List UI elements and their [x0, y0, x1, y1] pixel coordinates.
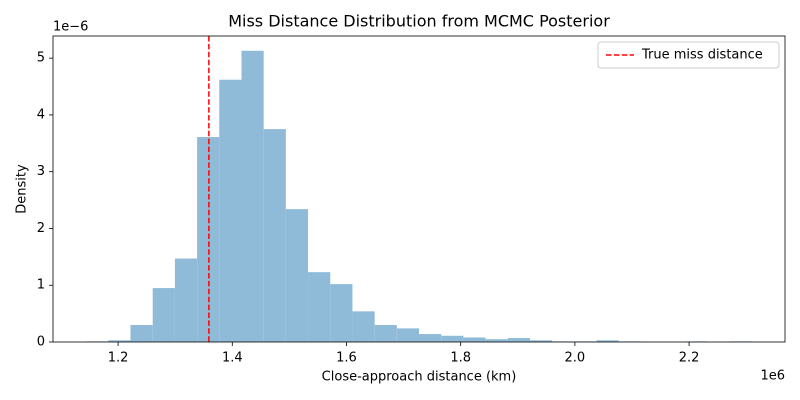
- x-tick-label: 1.6: [336, 351, 357, 366]
- histogram-bar: [219, 79, 242, 342]
- histogram-bar: [308, 272, 331, 342]
- histogram-bar: [152, 288, 175, 342]
- x-axis-label: Close-approach distance (km): [322, 370, 517, 385]
- histogram-bar: [174, 258, 198, 342]
- histogram-bar: [441, 335, 464, 342]
- y-tick-label: 2: [37, 221, 45, 236]
- x-tick-label: 1.8: [450, 351, 471, 366]
- histogram-bar: [374, 324, 397, 342]
- y-tick-label: 4: [37, 107, 45, 122]
- histogram-bar: [108, 340, 131, 342]
- histogram-bar: [197, 137, 220, 342]
- y-tick-label: 0: [37, 335, 45, 350]
- histogram-bar: [507, 338, 530, 342]
- x-tick-label: 1.4: [222, 351, 243, 366]
- x-tick-label: 2.2: [679, 351, 700, 366]
- legend-box: [597, 41, 780, 69]
- y-offset-label: 1e−6: [53, 20, 88, 35]
- histogram-bar: [419, 334, 442, 342]
- y-tick-label: 1: [37, 278, 45, 293]
- y-axis-label: Density: [15, 164, 30, 214]
- chart-title: Miss Distance Distribution from MCMC Pos…: [228, 12, 610, 31]
- histogram-bar: [529, 340, 553, 342]
- histogram-bar: [352, 311, 375, 342]
- y-tick-label: 5: [37, 51, 45, 66]
- histogram-bar: [330, 284, 353, 342]
- histogram-bar: [463, 337, 486, 342]
- histogram-bar: [596, 340, 619, 342]
- histogram-bar: [263, 129, 286, 342]
- x-tick-label: 2.0: [565, 351, 586, 366]
- histogram-bar: [130, 324, 153, 342]
- x-offset-label: 1e6: [760, 369, 785, 384]
- legend-label: True miss distance: [641, 48, 763, 63]
- axes-frame: [52, 35, 786, 343]
- y-tick-label: 3: [37, 164, 45, 179]
- histogram-bar: [485, 339, 508, 342]
- histogram-bar: [396, 328, 420, 342]
- histogram-bar: [285, 209, 309, 342]
- histogram-bar: [241, 50, 264, 342]
- x-tick-label: 1.2: [108, 351, 129, 366]
